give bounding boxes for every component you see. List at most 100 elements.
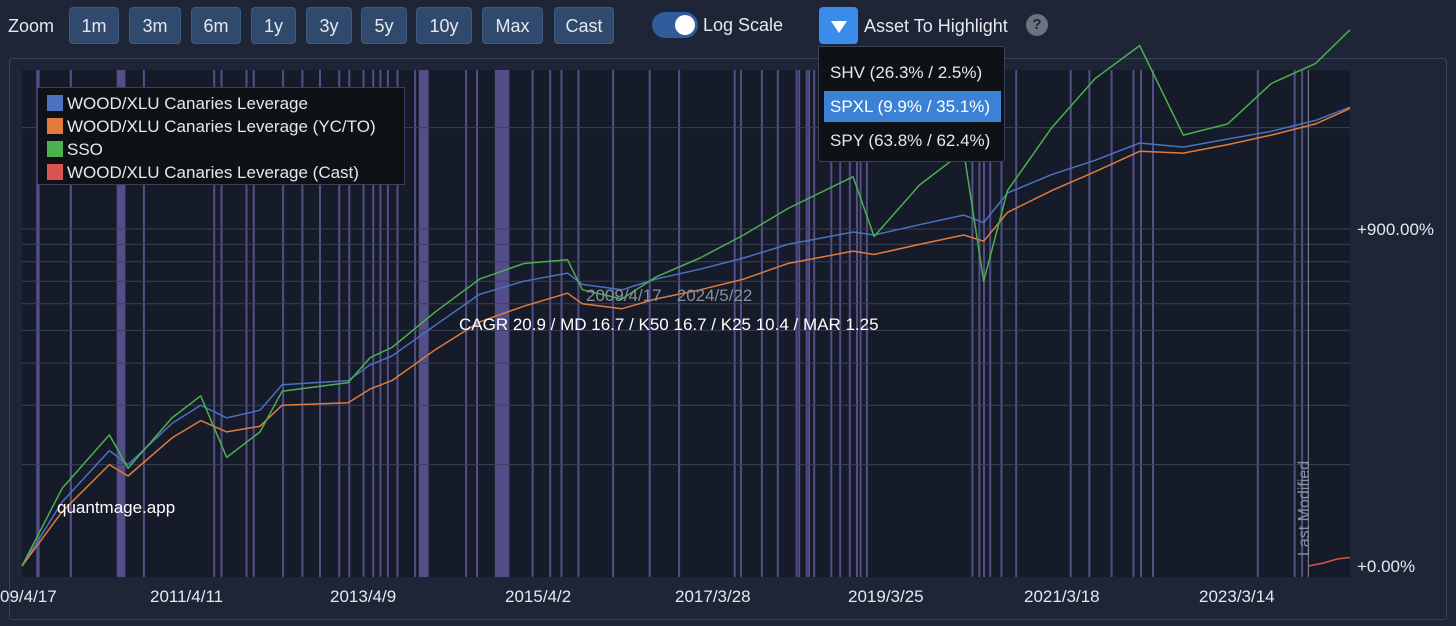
- highlight-band: [859, 70, 862, 577]
- legend-item[interactable]: WOOD/XLU Canaries Leverage (YC/TO): [47, 117, 376, 139]
- highlight-band: [348, 70, 351, 577]
- highlight-band: [798, 70, 801, 577]
- highlight-band: [319, 70, 321, 577]
- highlight-band: [1088, 70, 1091, 577]
- highlight-band: [372, 70, 375, 577]
- legend-item[interactable]: SSO: [47, 140, 103, 162]
- highlight-band: [678, 70, 681, 577]
- highlight-band: [213, 70, 216, 577]
- highlight-band: [362, 70, 365, 577]
- legend-item[interactable]: WOOD/XLU Canaries Leverage (Cast): [47, 163, 359, 185]
- series-line-2: [21, 29, 1351, 567]
- zoom-3m-button[interactable]: 3m: [129, 7, 181, 44]
- chart-legend: WOOD/XLU Canaries Leverage WOOD/XLU Cana…: [37, 87, 405, 185]
- highlight-band: [414, 70, 417, 577]
- highlight-band: [1069, 70, 1072, 577]
- x-tick-label: 2015/4/2: [505, 587, 572, 606]
- zoom-max-button[interactable]: Max: [482, 7, 543, 44]
- highlight-band: [971, 70, 974, 577]
- series-lines: [21, 29, 1351, 567]
- menu-item-spxl[interactable]: SPXL (9.9% / 35.1%): [824, 91, 1001, 122]
- y-tick-label: +900.00%: [1357, 220, 1435, 239]
- highlight-band: [531, 70, 534, 577]
- highlight-band: [386, 70, 389, 577]
- log-scale-label: Log Scale: [703, 15, 784, 35]
- zoom-1y-button[interactable]: 1y: [251, 7, 296, 44]
- help-icon[interactable]: ?: [1026, 14, 1048, 36]
- highlight-band: [1256, 70, 1259, 577]
- highlight-band: [220, 70, 223, 577]
- highlight-band: [1140, 70, 1142, 577]
- highlight-band: [1110, 70, 1113, 577]
- highlight-band: [1152, 70, 1154, 577]
- highlight-band: [36, 70, 40, 577]
- toolbar: Zoom 1m 3m 6m 1y 3y 5y 10y Max Cast Log …: [0, 0, 1456, 54]
- highlight-band: [494, 70, 510, 577]
- highlight-band: [396, 70, 399, 577]
- highlight-band: [978, 70, 981, 577]
- zoom-6m-button[interactable]: 6m: [191, 7, 241, 44]
- highlight-band: [856, 70, 858, 577]
- x-tick-label: 09/4/17: [0, 587, 57, 606]
- zoom-10y-button[interactable]: 10y: [416, 7, 472, 44]
- y-tick-label: +0.00%: [1357, 557, 1416, 576]
- highlight-band: [733, 70, 736, 577]
- highlight-band: [418, 70, 429, 577]
- highlight-band: [549, 70, 552, 577]
- highlight-band: [338, 70, 341, 577]
- legend-label: SSO: [67, 140, 103, 159]
- menu-item-shv[interactable]: SHV (26.3% / 2.5%): [830, 63, 983, 82]
- highlight-bands: [36, 70, 1304, 577]
- highlight-band: [813, 70, 816, 577]
- highlight-band: [1015, 70, 1018, 577]
- zoom-1m-button[interactable]: 1m: [69, 7, 119, 44]
- highlight-band: [379, 70, 382, 577]
- x-tick-label: 2017/3/28: [675, 587, 751, 606]
- highlight-band: [865, 70, 868, 577]
- zoom-cast-button[interactable]: Cast: [554, 7, 614, 44]
- log-scale-toggle[interactable]: [652, 12, 698, 38]
- zoom-5y-button[interactable]: 5y: [361, 7, 407, 44]
- x-tick-label: 2023/3/14: [1199, 587, 1275, 606]
- stats-label: CAGR 20.9 / MD 16.7 / K50 16.7 / K25 10.…: [459, 315, 879, 334]
- series-line-1: [21, 107, 1351, 567]
- highlight-band: [739, 70, 742, 577]
- highlight-band: [1293, 70, 1296, 577]
- asset-highlight-label: Asset To Highlight: [864, 16, 1008, 36]
- legend-swatch: [47, 164, 63, 180]
- toggle-knob: [675, 15, 695, 35]
- highlight-band: [1132, 70, 1135, 577]
- highlight-band: [989, 70, 992, 577]
- legend-label: WOOD/XLU Canaries Leverage: [67, 94, 308, 113]
- series-line-0: [21, 106, 1351, 567]
- highlight-band: [142, 70, 145, 577]
- last-modified-label: Last Modified: [1296, 460, 1313, 556]
- highlight-band: [1000, 70, 1003, 577]
- zoom-3y-button[interactable]: 3y: [306, 7, 352, 44]
- x-tick-label: 2011/4/11: [150, 587, 224, 606]
- highlight-band: [116, 70, 126, 577]
- triangle-down-icon: [831, 21, 847, 33]
- highlight-band: [245, 70, 248, 577]
- highlight-band: [848, 70, 851, 577]
- highlight-band: [301, 70, 304, 577]
- highlight-band: [795, 70, 798, 577]
- legend-label: WOOD/XLU Canaries Leverage (Cast): [67, 163, 359, 182]
- highlight-band: [776, 70, 779, 577]
- highlight-band: [577, 70, 580, 577]
- x-tick-label: 2013/4/9: [330, 587, 397, 606]
- legend-swatch: [47, 95, 63, 111]
- zoom-label: Zoom: [8, 16, 55, 36]
- date-range-label: 2009/4/17 - 2024/5/22: [586, 286, 753, 305]
- menu-item-spy[interactable]: SPY (63.8% / 62.4%): [830, 131, 991, 150]
- legend-swatch: [47, 118, 63, 134]
- series-line-3: [1308, 556, 1351, 567]
- highlight-band: [830, 70, 833, 577]
- highlight-band: [805, 70, 808, 577]
- highlight-band: [465, 70, 468, 577]
- highlight-band: [252, 70, 255, 577]
- legend-item[interactable]: WOOD/XLU Canaries Leverage: [47, 94, 308, 116]
- highlight-band: [839, 70, 842, 577]
- asset-highlight-dropdown-button[interactable]: [819, 7, 858, 44]
- highlight-band: [760, 70, 763, 577]
